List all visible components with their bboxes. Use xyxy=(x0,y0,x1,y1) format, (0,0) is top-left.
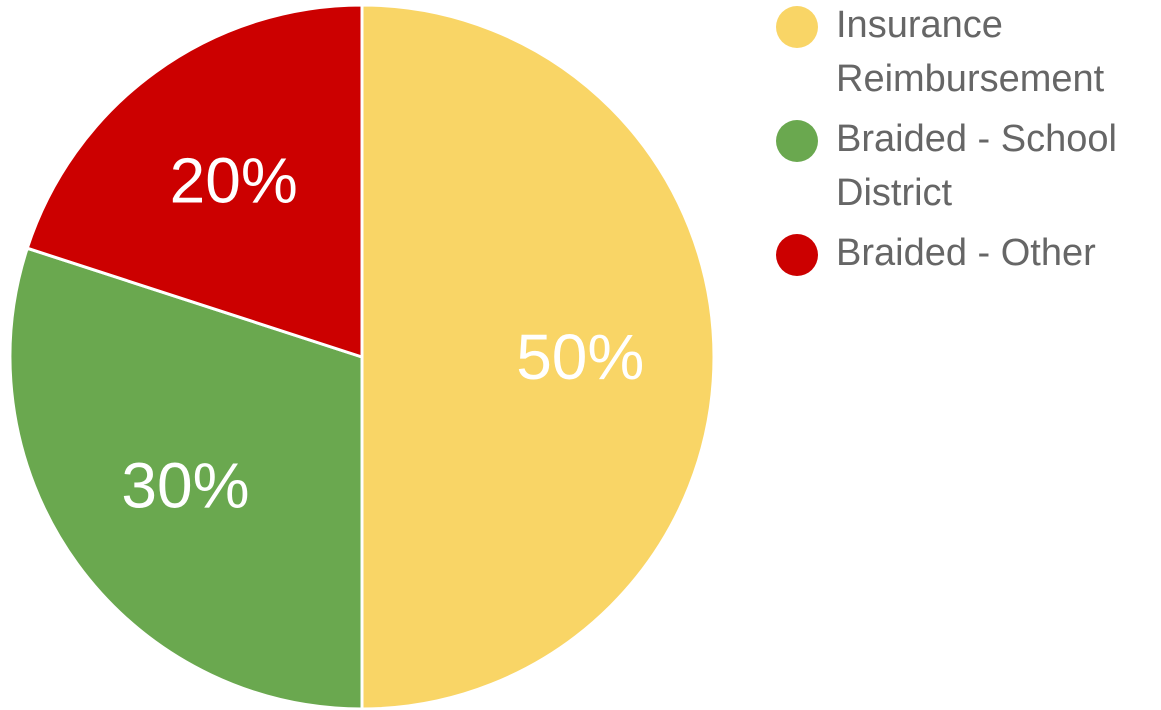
legend-swatch-braided-school-district xyxy=(776,120,818,162)
legend-swatch-braided-other xyxy=(776,234,818,276)
legend-item-braided-other: Braided - Other xyxy=(776,232,1161,280)
pie-slice-insurance-reimbursement xyxy=(360,3,716,710)
legend-item-insurance-reimbursement: Insurance Reimbursement xyxy=(776,4,1161,106)
pie-slice-braided-other xyxy=(25,3,364,360)
legend: Insurance Reimbursement Braided - School… xyxy=(776,4,1161,292)
legend-label-braided-other: Braided - Other xyxy=(836,232,1096,274)
legend-swatch-insurance-reimbursement xyxy=(776,6,818,48)
legend-label-braided-school-district: Braided - School District xyxy=(836,118,1117,214)
pie-slice-braided-school-district xyxy=(8,246,364,710)
pie-chart-canvas: 50% 30% 20% xyxy=(8,3,716,710)
legend-item-braided-school-district: Braided - School District xyxy=(776,118,1161,220)
slice-label-insurance-reimbursement: 50% xyxy=(516,321,644,393)
slice-label-braided-school-district: 30% xyxy=(121,449,249,521)
slice-label-braided-other: 20% xyxy=(170,144,298,216)
legend-label-insurance-reimbursement: Insurance Reimbursement xyxy=(836,4,1105,100)
